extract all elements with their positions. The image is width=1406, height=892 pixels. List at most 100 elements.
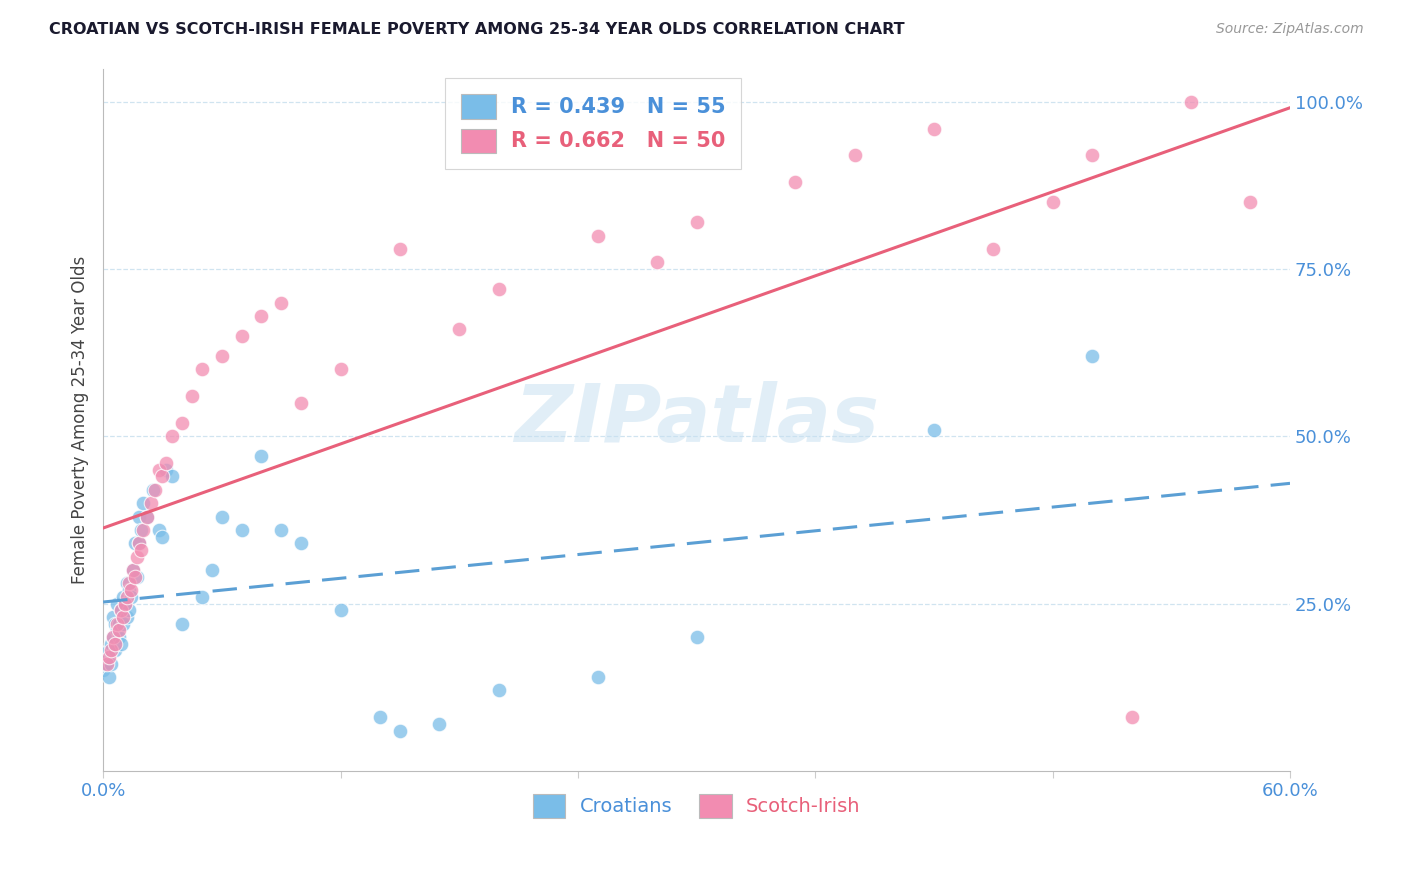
Point [142, 483, 165, 497]
Point [131, 523, 153, 537]
Point [1180, 95, 1202, 109]
Point [135, 509, 157, 524]
Point [118, 576, 141, 591]
Point [128, 509, 150, 524]
Point [124, 570, 146, 584]
Point [155, 463, 177, 477]
Point [121, 563, 143, 577]
Point [250, 309, 273, 323]
Point [108, 630, 131, 644]
Point [685, 630, 707, 644]
Point [125, 549, 148, 564]
Point [586, 670, 609, 684]
Point [488, 282, 510, 296]
Point [139, 496, 162, 510]
Point [148, 463, 170, 477]
Point [120, 583, 142, 598]
Point [1081, 349, 1104, 363]
Point [231, 523, 253, 537]
Point [148, 523, 170, 537]
Point [98, 643, 121, 657]
Point [120, 590, 142, 604]
Point [270, 295, 292, 310]
Text: CROATIAN VS SCOTCH-IRISH FEMALE POVERTY AMONG 25-34 YEAR OLDS CORRELATION CHART: CROATIAN VS SCOTCH-IRISH FEMALE POVERTY … [49, 22, 905, 37]
Point [1081, 148, 1104, 162]
Point [162, 469, 184, 483]
Point [98, 650, 121, 665]
Point [96, 657, 118, 671]
Point [128, 536, 150, 550]
Point [114, 597, 136, 611]
Point [922, 423, 945, 437]
Point [125, 570, 148, 584]
Point [488, 683, 510, 698]
Point [162, 429, 184, 443]
Point [91, 664, 114, 678]
Point [429, 717, 451, 731]
Point [155, 456, 177, 470]
Point [152, 469, 174, 483]
Point [135, 509, 157, 524]
Point [586, 228, 609, 243]
Point [449, 322, 471, 336]
Point [129, 543, 152, 558]
Point [1121, 710, 1143, 724]
Point [981, 242, 1004, 256]
Point [844, 148, 866, 162]
Point [121, 563, 143, 577]
Point [922, 121, 945, 136]
Point [110, 603, 132, 617]
Point [131, 496, 153, 510]
Point [388, 723, 411, 738]
Point [290, 396, 312, 410]
Point [111, 610, 134, 624]
Point [104, 637, 127, 651]
Point [108, 624, 131, 638]
Point [129, 523, 152, 537]
Point [94, 657, 117, 671]
Point [105, 616, 128, 631]
Point [181, 389, 204, 403]
Point [110, 603, 132, 617]
Point [104, 643, 127, 657]
Legend: Croatians, Scotch-Irish: Croatians, Scotch-Irish [526, 788, 868, 825]
Point [124, 536, 146, 550]
Point [231, 329, 253, 343]
Point [118, 603, 141, 617]
Point [111, 590, 134, 604]
Point [290, 536, 312, 550]
Point [101, 610, 124, 624]
Point [108, 616, 131, 631]
Point [250, 450, 273, 464]
Point [128, 536, 150, 550]
Point [211, 349, 233, 363]
Point [105, 597, 128, 611]
Point [114, 597, 136, 611]
Point [172, 616, 194, 631]
Point [329, 603, 352, 617]
Text: ZIPatlas: ZIPatlas [515, 381, 879, 458]
Point [270, 523, 292, 537]
Point [96, 650, 118, 665]
Point [101, 630, 124, 644]
Text: Source: ZipAtlas.com: Source: ZipAtlas.com [1216, 22, 1364, 37]
Point [100, 657, 122, 671]
Point [115, 610, 138, 624]
Point [388, 242, 411, 256]
Point [152, 530, 174, 544]
Point [143, 483, 166, 497]
Point [191, 362, 214, 376]
Point [1042, 195, 1064, 210]
Point [115, 590, 138, 604]
Point [101, 630, 124, 644]
Point [110, 637, 132, 651]
Point [685, 215, 707, 229]
Point [118, 583, 141, 598]
Point [100, 637, 122, 651]
Point [201, 563, 224, 577]
Point [329, 362, 352, 376]
Point [645, 255, 668, 269]
Point [105, 624, 128, 638]
Point [368, 710, 391, 724]
Point [191, 590, 214, 604]
